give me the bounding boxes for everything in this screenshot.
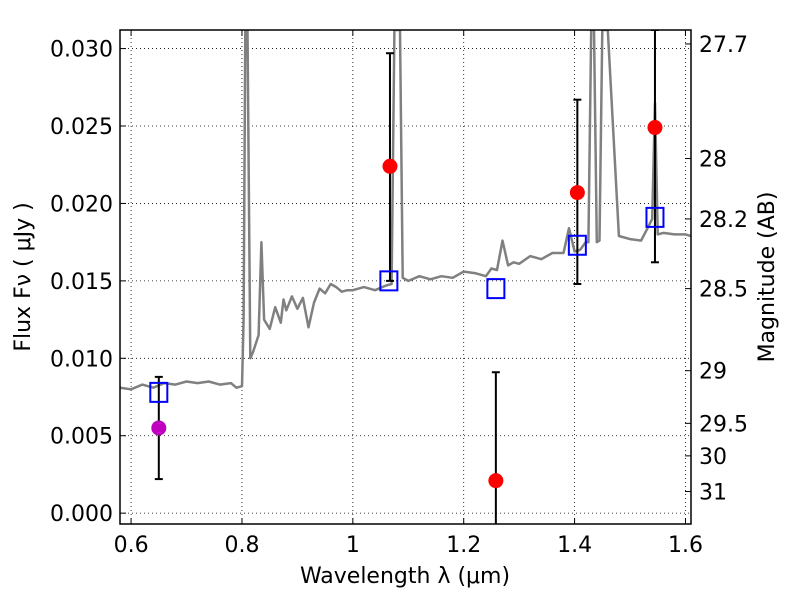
x-tick-label: 1 (346, 533, 360, 558)
right-tick-label: 28 (699, 148, 727, 173)
x-tick-label: 1.6 (668, 533, 703, 558)
right-tick-label: 28.2 (699, 208, 748, 233)
right-tick-label: 29.5 (699, 412, 748, 437)
right-tick-label: 27.7 (699, 33, 748, 58)
x-axis-label: Wavelength λ (μm) (300, 564, 510, 589)
y-axis-label: Flux Fν ( μJy ) (11, 202, 36, 351)
measured-point (382, 158, 398, 174)
measured-point (488, 473, 504, 489)
plot-background (120, 30, 691, 524)
spectrum-line (120, 30, 691, 391)
measured-point (647, 120, 663, 136)
right-tick-label: 31 (699, 480, 727, 505)
model-point (567, 234, 587, 256)
model-point (486, 278, 506, 300)
y-tick-label: 0.005 (50, 425, 113, 450)
y-tick-label: 0.020 (50, 192, 113, 217)
y-tick-label: 0.000 (50, 502, 113, 527)
x-tick-label: 1.4 (557, 533, 592, 558)
model-point (149, 381, 169, 403)
model-point (379, 270, 399, 292)
ticks: 0.6 0.8 1 1.2 1.4 1.6 0.000 0.005 0.010 0.015 0.02… (50, 30, 748, 558)
right-tick-label: 29 (699, 360, 727, 385)
x-tick-label: 0.6 (114, 533, 149, 558)
y-axis-right-label: Magnitude (AB) (755, 192, 780, 363)
y-tick-label: 0.015 (50, 270, 113, 295)
y-tick-label: 0.010 (50, 347, 113, 372)
x-tick-label: 1.2 (446, 533, 481, 558)
model-point (645, 206, 665, 228)
y-tick-label: 0.025 (50, 115, 113, 140)
x-tick-label: 0.8 (224, 533, 259, 558)
right-tick-label: 30 (699, 445, 727, 470)
measured-point (569, 185, 585, 201)
y-tick-label: 0.030 (50, 38, 113, 63)
plot-frame (119, 29, 692, 525)
right-tick-label: 28.5 (699, 278, 748, 303)
data-layer (120, 30, 691, 524)
optical-point (151, 420, 167, 436)
